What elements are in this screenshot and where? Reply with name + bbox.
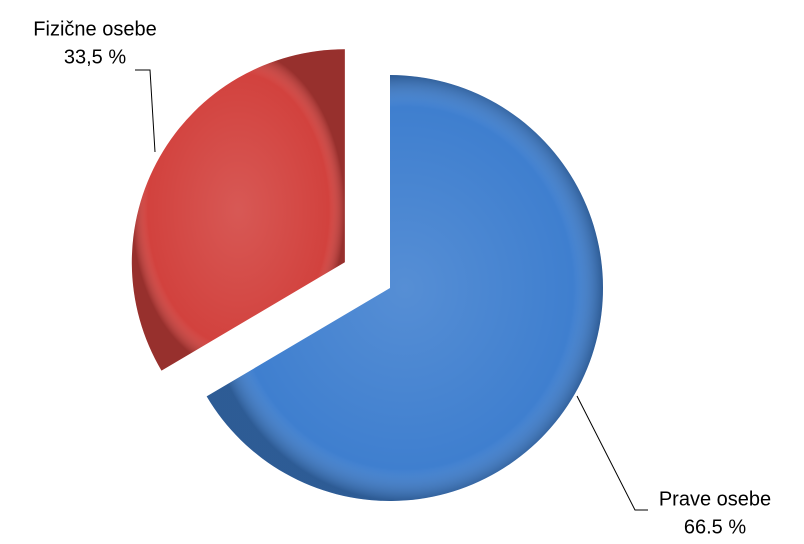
leader-line <box>135 69 156 153</box>
pie-slice <box>131 49 345 371</box>
slice-label: Fizične osebe <box>33 18 156 40</box>
leader-line <box>576 395 648 511</box>
slice-value-label: 33,5 % <box>64 46 126 68</box>
slice-value-label: 66.5 % <box>684 516 746 538</box>
pie <box>131 49 604 502</box>
slice-label: Prave osebe <box>659 488 771 510</box>
